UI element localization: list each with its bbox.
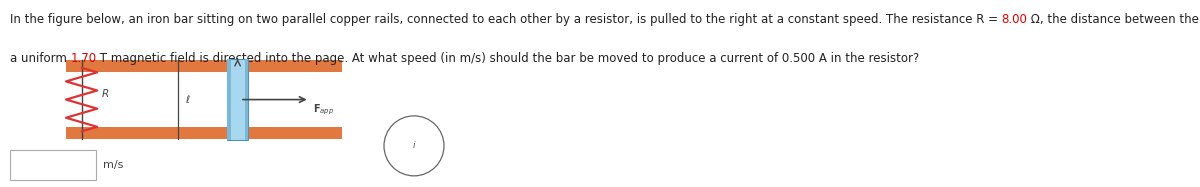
Bar	[66, 127, 342, 139]
Text: R: R	[102, 89, 109, 99]
Text: a uniform: a uniform	[10, 52, 71, 65]
Bar	[227, 59, 248, 140]
Text: $\mathbf{F}_{app}$: $\mathbf{F}_{app}$	[313, 103, 335, 117]
Text: In the figure below, an iron bar sitting on two parallel copper rails, connected: In the figure below, an iron bar sitting…	[10, 13, 1001, 26]
Text: 8.00: 8.00	[1001, 13, 1027, 26]
Bar	[66, 60, 342, 72]
Text: T magnetic field is directed into the page. At what speed (in m/s) should the ba: T magnetic field is directed into the pa…	[96, 52, 919, 65]
Bar	[10, 150, 96, 180]
Text: Ω, the distance between the rails is ℓ = 1.20 m, and: Ω, the distance between the rails is ℓ =…	[1027, 13, 1200, 26]
Text: 1.70: 1.70	[71, 52, 96, 65]
Text: ℓ: ℓ	[185, 95, 190, 105]
Text: i: i	[413, 141, 415, 150]
Bar	[227, 59, 230, 140]
Text: m/s: m/s	[103, 160, 124, 170]
Bar	[245, 59, 248, 140]
